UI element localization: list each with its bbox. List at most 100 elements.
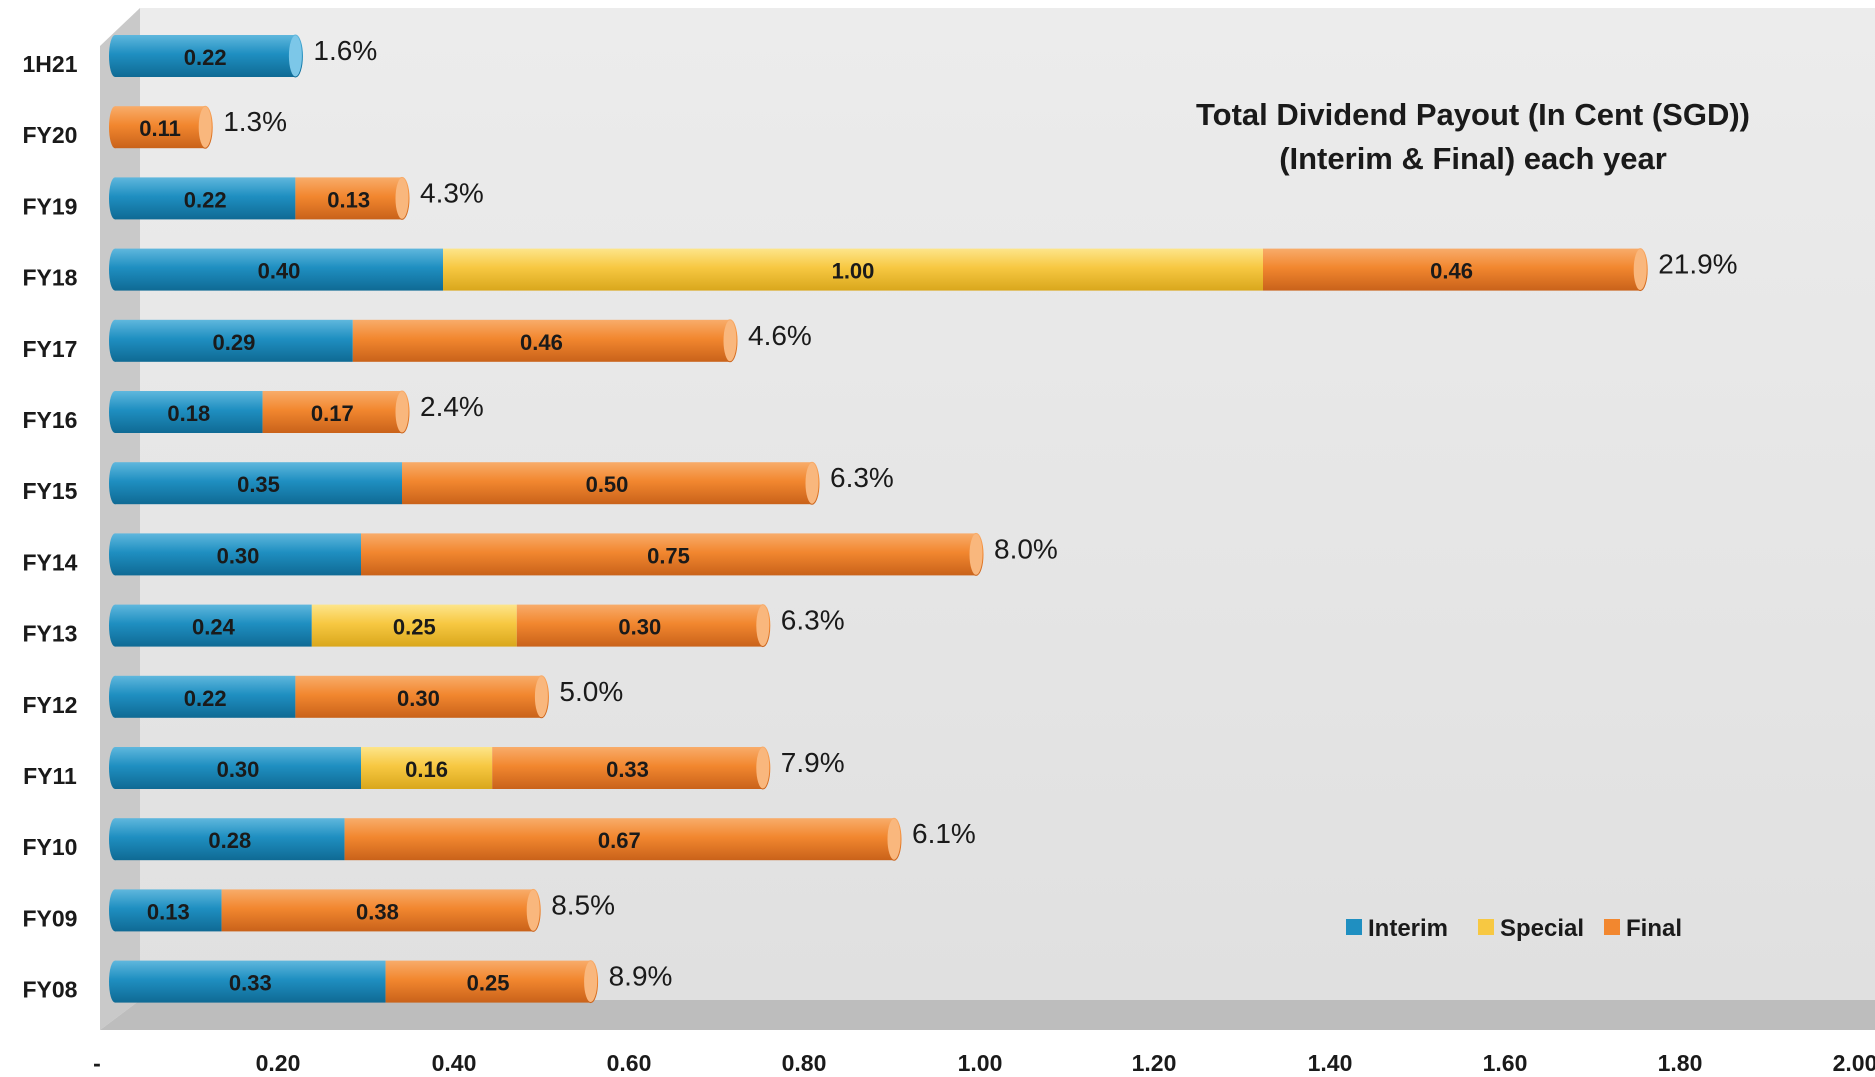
bar-final-fy08	[385, 960, 591, 1003]
bar-final-fy20	[115, 106, 206, 149]
x-tick-label: 0.80	[782, 1050, 827, 1076]
value-label-interim-fy19: 0.22	[184, 187, 227, 212]
bar-interim-fy08	[115, 960, 386, 1003]
bar-start-cap-fy19	[109, 177, 121, 220]
category-label-fy18: FY18	[23, 265, 78, 291]
bar-final-fy19	[295, 177, 402, 220]
bar-end-cap-1h21	[287, 34, 303, 78]
yield-label-fy12: 5.0%	[559, 676, 623, 707]
bar-start-cap-fy13	[109, 604, 121, 647]
yield-label-fy17: 4.6%	[748, 320, 812, 351]
x-tick-label: 1.80	[1658, 1050, 1703, 1076]
yield-label-fy14: 8.0%	[994, 533, 1058, 564]
category-label-1h21: 1H21	[23, 51, 78, 77]
bar-final-fy10	[344, 818, 895, 861]
yield-label-fy08: 8.9%	[609, 961, 673, 992]
bar-final-fy15	[402, 462, 812, 505]
bar-start-cap-fy17	[109, 319, 121, 362]
bar-special-fy13	[311, 604, 517, 647]
value-label-interim-1h21: 0.22	[184, 45, 227, 70]
plot-floor	[100, 1000, 1875, 1030]
yield-label-fy19: 4.3%	[420, 177, 484, 208]
value-label-interim-fy16: 0.18	[167, 401, 210, 426]
value-label-final-fy14: 0.75	[647, 543, 690, 568]
bar-start-cap-fy20	[109, 106, 121, 149]
bar-start-cap-1h21	[109, 35, 121, 77]
bar-start-cap-fy18	[109, 248, 121, 291]
x-tick-label: 2.00	[1833, 1050, 1875, 1076]
bar-end-cap-fy13	[755, 604, 771, 648]
bar-interim-fy14	[115, 533, 361, 576]
bar-interim-fy13	[115, 604, 312, 647]
bar-start-cap-fy12	[109, 675, 121, 718]
legend: Interim Special Final	[1346, 915, 1682, 942]
legend-label-final: Final	[1626, 915, 1682, 942]
bar-final-fy11	[492, 747, 763, 789]
value-label-final-fy09: 0.38	[356, 899, 399, 924]
yield-label-fy20: 1.3%	[223, 106, 287, 137]
bar-final-fy13	[516, 604, 763, 647]
bar-start-cap-fy15	[109, 462, 121, 505]
category-label-fy19: FY19	[23, 193, 78, 219]
value-label-interim-fy14: 0.30	[217, 543, 260, 568]
value-label-special-fy13: 0.25	[393, 615, 436, 640]
yield-label-fy18: 21.9%	[1658, 249, 1737, 280]
category-label-fy08: FY08	[23, 977, 78, 1003]
bars-layer	[109, 34, 1648, 1004]
value-label-final-fy17: 0.46	[520, 330, 563, 355]
bar-interim-fy09	[115, 889, 222, 932]
value-label-final-fy18: 0.46	[1430, 259, 1473, 284]
bar-interim-fy18	[115, 248, 443, 291]
bar-start-cap-fy10	[109, 818, 121, 861]
category-label-fy13: FY13	[23, 621, 78, 647]
bar-end-cap-fy10	[886, 817, 902, 861]
bar-end-cap-fy17	[722, 319, 738, 363]
yield-label-fy11: 7.9%	[781, 747, 845, 778]
category-label-fy09: FY09	[23, 905, 78, 931]
value-label-interim-fy10: 0.28	[208, 828, 251, 853]
category-label-fy16: FY16	[23, 407, 78, 433]
bar-special-fy11	[361, 747, 493, 789]
value-label-interim-fy09: 0.13	[147, 899, 190, 924]
bar-final-fy17	[352, 319, 730, 362]
category-label-fy15: FY15	[23, 478, 78, 504]
value-label-interim-fy08: 0.33	[229, 971, 272, 996]
value-label-interim-fy15: 0.35	[237, 472, 280, 497]
value-label-final-fy11: 0.33	[606, 757, 649, 782]
yield-label-fy16: 2.4%	[420, 391, 484, 422]
bar-start-cap-fy11	[109, 747, 121, 789]
bar-end-cap-fy19	[394, 176, 410, 220]
value-label-final-fy10: 0.67	[598, 828, 641, 853]
x-tick-label: 0.60	[607, 1050, 652, 1076]
category-label-fy12: FY12	[23, 692, 78, 718]
bar-interim-fy10	[115, 818, 345, 861]
value-label-final-fy19: 0.13	[327, 187, 370, 212]
bar-interim-fy15	[115, 462, 402, 505]
bar-end-cap-fy18	[1632, 248, 1648, 292]
bar-start-cap-fy14	[109, 533, 121, 576]
chart-subtitle: (Interim & Final) each year	[1279, 141, 1667, 176]
value-label-final-fy13: 0.30	[618, 615, 661, 640]
value-label-interim-fy17: 0.29	[212, 330, 255, 355]
bar-end-cap-fy09	[525, 888, 541, 932]
plot-side-wall	[100, 8, 140, 1030]
bar-start-cap-fy08	[109, 960, 121, 1003]
value-label-final-fy20: 0.11	[139, 116, 181, 141]
bar-interim-fy12	[115, 675, 296, 718]
bar-final-fy12	[295, 675, 542, 718]
bar-end-cap-fy14	[968, 532, 984, 576]
legend-label-special: Special	[1500, 915, 1584, 942]
legend-swatch-special	[1478, 919, 1494, 935]
value-label-final-fy08: 0.25	[467, 971, 510, 996]
bar-end-cap-fy11	[755, 746, 771, 790]
yield-label-fy09: 8.5%	[551, 889, 615, 920]
bar-interim-1h21	[115, 35, 296, 77]
value-label-interim-fy18: 0.40	[258, 259, 301, 284]
x-tick-label: 1.40	[1308, 1050, 1353, 1076]
bar-end-cap-fy16	[394, 390, 410, 434]
x-tick-label: 1.60	[1483, 1050, 1528, 1076]
bar-final-fy14	[361, 533, 976, 576]
bar-end-cap-fy08	[583, 960, 599, 1004]
bar-final-fy16	[262, 391, 402, 433]
category-label-fy20: FY20	[23, 122, 78, 148]
